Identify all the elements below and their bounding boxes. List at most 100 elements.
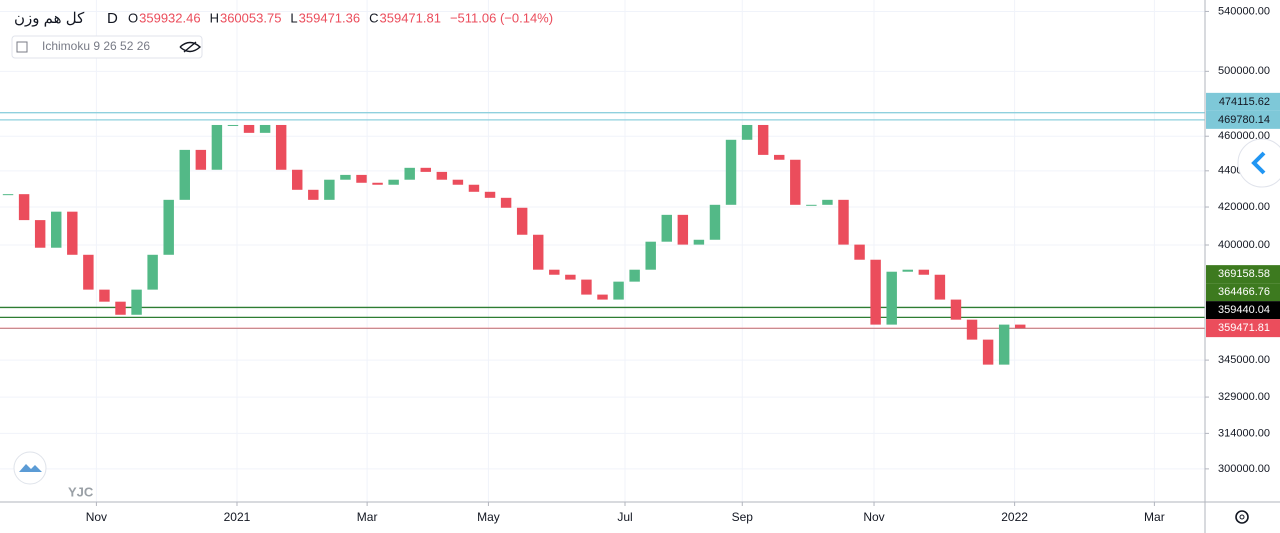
price-change: −511.06 (−0.14%) [450,10,553,25]
watermark-text: YJC [68,484,94,499]
candle-body [741,124,753,140]
candle-body [452,179,464,185]
x-tick-label: Mar [1144,510,1165,524]
header: کل هم وزن D O 359932.46 H 360053.75 L 359471.… [11,10,553,59]
candle-body [918,269,930,275]
visibility-icon[interactable] [179,41,202,53]
candle-body [709,204,721,240]
ohlc-value: 359471.81 [380,10,441,25]
x-tick-label: Jul [617,510,632,524]
candle-body [549,269,560,275]
candle-body [998,324,1010,365]
candle-body [757,124,769,155]
candle-body [500,197,512,208]
candle-body [950,299,962,320]
candle-body [115,301,126,315]
candle-body [83,254,94,290]
candle-body [340,174,351,180]
x-tick-label: Nov [86,510,107,524]
candle-body [677,214,689,245]
settings-icon[interactable] [1235,510,1249,524]
ohlc-key: L [290,10,297,25]
indicator-toggle[interactable] [16,41,28,53]
price-label: 474115.62 [1219,96,1270,108]
candle-body [275,124,287,170]
candle-body [725,139,737,205]
plot-area [0,112,1205,365]
scroll-button[interactable] [1237,138,1280,188]
price-label-box [1206,319,1280,338]
candle-body [1015,324,1026,329]
candle-body [2,194,14,196]
y-tick-label: 420000.00 [1218,201,1270,213]
candle-body [195,149,207,170]
price-label: 359471.81 [1218,322,1270,334]
candle-body [436,171,448,180]
candle-body [934,274,946,300]
y-tick-label: 400000.00 [1218,239,1270,251]
ohlc-key: O [128,10,138,25]
candle-body [468,184,480,192]
candle-body [420,167,431,172]
candle-body [613,281,624,300]
candle-body [790,159,801,205]
x-tick-label: May [477,510,500,524]
candle-body [18,194,30,221]
candle-body [292,169,303,190]
ohlc-value: 360053.75 [220,10,281,25]
x-tick-label: Sep [732,510,754,524]
ohlc-value: 359932.46 [139,10,200,25]
candle-body [982,339,994,365]
indicator-legend[interactable] [11,35,203,59]
candle-body [902,269,913,272]
price-label: 364466.76 [1218,286,1270,298]
candle-body [966,319,978,340]
price-label-box [1206,301,1280,320]
x-tick-label: Mar [357,510,378,524]
price-label-box [1206,92,1280,111]
candle-body [484,191,496,198]
candle-body [854,244,865,260]
gear-center [1239,514,1245,520]
candle-body [227,124,239,126]
candle-body [822,199,833,205]
candle-body [99,289,110,302]
candle-body [308,189,319,200]
price-label: 359440.04 [1218,304,1270,316]
candle-body [372,182,383,185]
y-tick-label: 329000.00 [1218,391,1270,403]
y-tick-label: 314000.00 [1218,427,1270,439]
x-tick-label: 2022 [1001,510,1028,524]
candle-body [838,199,849,245]
candle-body [404,167,415,180]
candle-body [870,259,881,325]
candle-body [629,269,640,282]
right-button[interactable] [1237,138,1280,188]
x-tick-label: 2021 [224,510,251,524]
candle-body [645,241,656,270]
candle-body [388,179,399,185]
candle-body [131,289,142,315]
candle-body [211,124,223,170]
indicator-name: Ichimoku 9 26 52 26 [42,39,150,53]
candle-body [51,211,62,248]
chevron-icon [1251,151,1266,175]
grid [0,0,1205,502]
watermark: YJC [13,451,94,499]
price-label: 469780.14 [1218,114,1270,126]
y-tick-label: 540000.00 [1218,5,1270,17]
ohlc-value: 359471.36 [299,10,360,25]
axes: 540000.00500000.00460000.00440000.004200… [86,5,1280,524]
candle-body [533,234,544,270]
x-tick-label: Nov [863,510,884,524]
candle-body [243,124,255,133]
candle-body [67,211,78,255]
gear[interactable] [1235,510,1249,524]
candle-body [259,124,271,133]
ohlc-key: C [369,10,378,25]
candle-body [324,179,335,200]
candle-body [597,294,608,300]
candle-body [179,149,190,200]
